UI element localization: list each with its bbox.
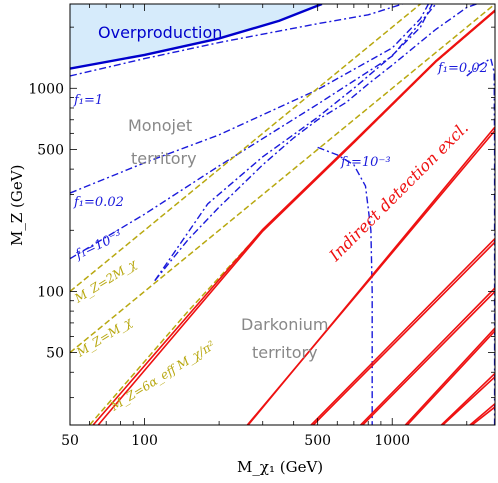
darkonium-label-line2: territory xyxy=(252,343,318,362)
series-line-red-band-15 xyxy=(312,241,495,425)
series-line-red-band-19 xyxy=(406,330,495,425)
series-line-blue-dashdot-6 xyxy=(317,146,373,425)
series-line-olive-dashed-8 xyxy=(70,4,422,293)
f1-002-right-label: f₁=0.02 xyxy=(437,61,488,76)
series-line-red-band-24 xyxy=(469,403,495,425)
series-line-blue-dashdot-1 xyxy=(70,4,403,77)
darkonium-label-line1: Darkonium xyxy=(241,315,329,334)
series-line-red-band-21 xyxy=(442,376,495,425)
series-line-olive-dashed-9 xyxy=(70,4,495,354)
series-line-blue-dashdot-4 xyxy=(154,4,479,282)
series-line-blue-dashdot-5 xyxy=(154,4,433,282)
series-line-red-band-17 xyxy=(362,290,495,425)
f1-002-left-label: f₁=0.02 xyxy=(73,195,124,210)
series-line-red-band-18 xyxy=(359,287,495,425)
series-line-red-band-14 xyxy=(247,126,495,425)
series-line-red-band-22 xyxy=(440,372,495,425)
monojet-label-line2: territory xyxy=(131,149,197,168)
series-line-blue-dashdot-7 xyxy=(466,57,495,425)
series-line-overproduction-boundary-0 xyxy=(70,4,323,70)
series-line-red-band-12 xyxy=(92,9,495,425)
overproduction-region xyxy=(70,4,322,69)
x-tick-label: 1000 xyxy=(374,433,410,449)
series-line-blue-dashdot-2 xyxy=(70,4,430,194)
monojet-label-line1: Monojet xyxy=(128,116,192,135)
x-axis-title: M_χ₁ (GeV) xyxy=(237,458,323,476)
f1-1e3-mid-label: f₁=10⁻³ xyxy=(340,155,391,170)
x-tick-label: 500 xyxy=(304,433,331,449)
x-tick-label: 100 xyxy=(131,433,158,449)
f1-1-label: f₁=1 xyxy=(73,93,103,108)
overproduction-label: Overproduction xyxy=(98,23,222,42)
y-tick-label: 100 xyxy=(37,284,64,300)
plot-frame xyxy=(69,3,496,426)
y-axis-title: M_Z (GeV) xyxy=(8,165,26,246)
mz-mx-label: M_Z=M_χ xyxy=(73,314,135,360)
y-tick-label: 1000 xyxy=(28,81,64,97)
series-line-red-band-16 xyxy=(310,238,495,425)
series-line-red-band-20 xyxy=(404,327,495,425)
y-tick-label: 500 xyxy=(37,142,64,158)
y-tick-label: 50 xyxy=(46,346,64,362)
f1-1e3-left-label: f₁=10⁻³ xyxy=(72,228,124,263)
mz-2mx-label: M_Z=2M_χ xyxy=(71,256,139,306)
series-line-red-band-23 xyxy=(471,406,495,425)
x-tick-label: 50 xyxy=(61,433,79,449)
series-line-red-band-11 xyxy=(97,10,495,425)
